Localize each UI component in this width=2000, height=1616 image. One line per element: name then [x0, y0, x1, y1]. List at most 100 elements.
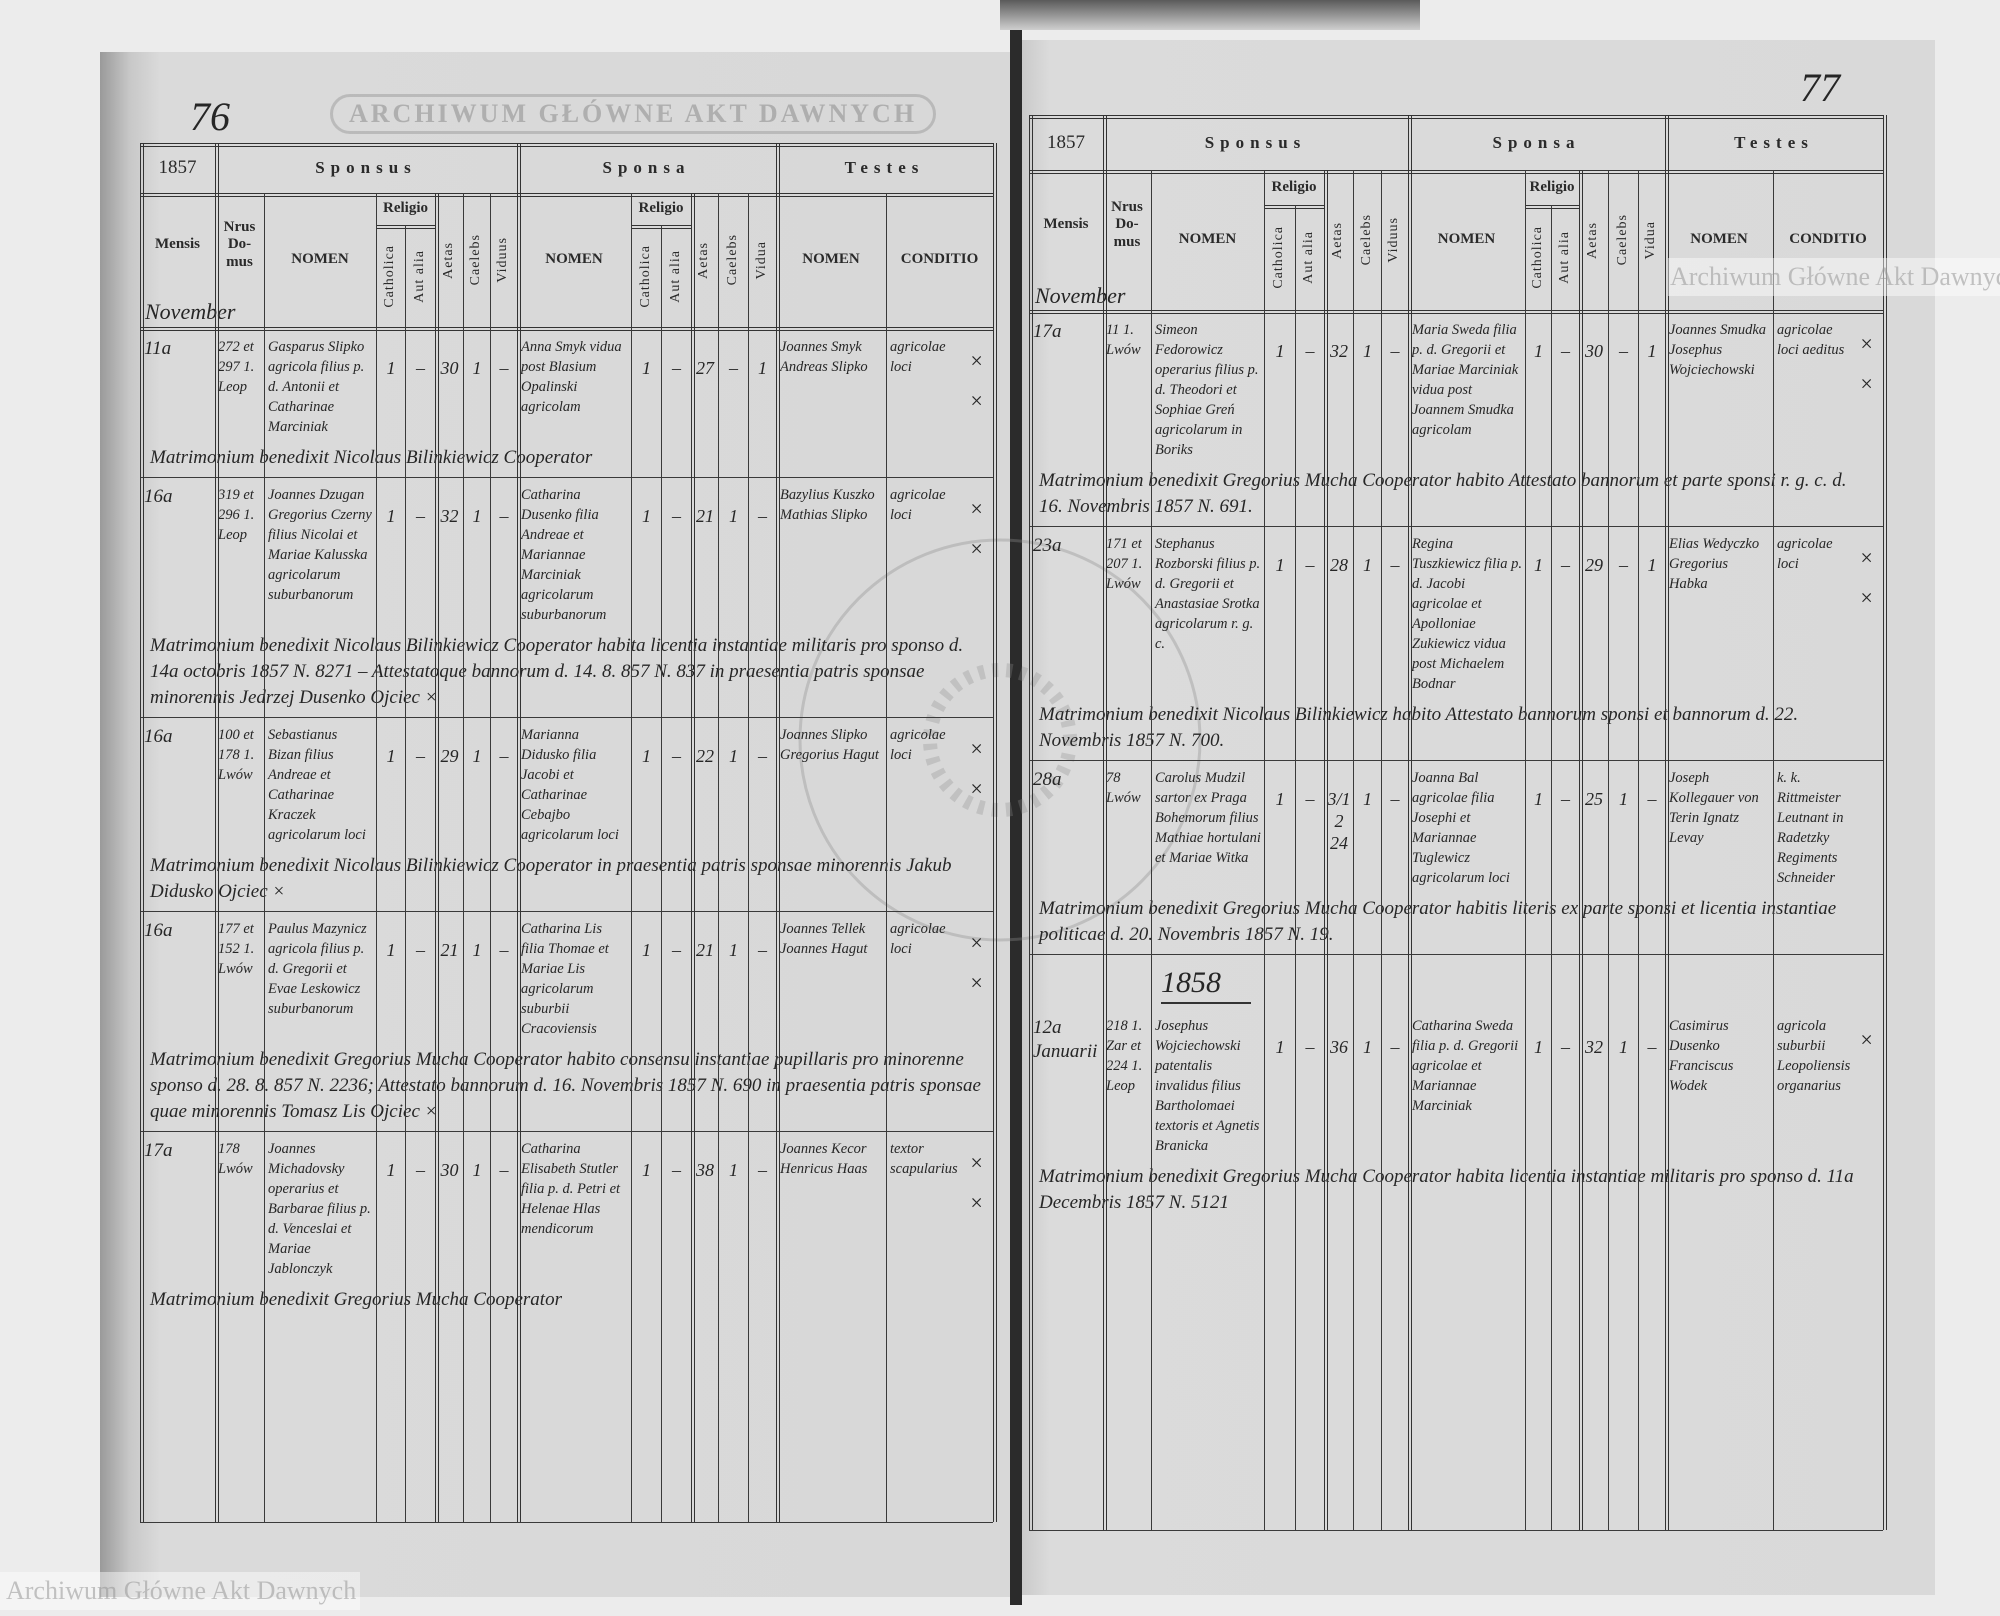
year-marker: 1858	[1161, 966, 1251, 1004]
bride-vidua: –	[1647, 789, 1657, 809]
entry-house-number: 272 et 297 1. Leop	[218, 339, 255, 395]
witness-signature-marks: × ×	[969, 1150, 984, 1215]
groom-viduus: –	[1390, 789, 1400, 809]
groom-aetas: 32	[440, 506, 459, 526]
header-sponsa-aut-alia: Aut alia	[1551, 205, 1579, 310]
bride-catholica: 1	[1534, 1037, 1543, 1057]
header-sponsus-catholica: Catholica	[1264, 205, 1295, 310]
column-rule	[215, 143, 219, 1522]
groom-aut-alia: –	[1305, 1037, 1315, 1057]
month-label: November	[145, 299, 236, 324]
column-rule	[1353, 170, 1354, 1530]
witness-signature-marks: ×	[1859, 1027, 1874, 1052]
groom-aut-alia: –	[416, 1160, 425, 1180]
column-rule	[1264, 170, 1265, 1530]
row-rule	[1029, 170, 1883, 174]
header-sponsus-text: Sponsus	[315, 158, 417, 178]
bride-aetas: 22	[696, 746, 714, 766]
witness-signature-marks: × ×	[969, 930, 984, 995]
bride-vidua: 1	[1647, 341, 1657, 361]
groom-aetas: 29	[440, 746, 459, 766]
bride-aut-alia: –	[672, 506, 681, 526]
entry-house-number: 177 et 152 1. Lwów	[218, 921, 255, 977]
conditio: agricolae loci	[1777, 536, 1833, 572]
archive-stamp-emblem	[798, 538, 1202, 942]
groom-aetas: 36	[1330, 1037, 1348, 1057]
header-sponsus-aetas-text: Aetas	[440, 241, 456, 279]
watermark-backdrop	[0, 1572, 360, 1610]
groom-aut-alia: –	[416, 358, 425, 378]
entry-house-number: 178 Lwów	[218, 1141, 253, 1177]
column-rule	[1883, 115, 1887, 1530]
groom-caelebs: 1	[1363, 341, 1372, 361]
entry-date: 16a	[144, 920, 173, 941]
row-rule	[1029, 310, 1883, 314]
column-rule	[1773, 170, 1774, 1530]
groom-aut-alia: –	[416, 506, 425, 526]
month-label: November	[1035, 283, 1126, 308]
header-sponsa-aut-alia-text: Aut alia	[1556, 231, 1572, 284]
header-sponsus-caelebs-text: Caelebs	[468, 234, 484, 286]
column-rule	[517, 143, 521, 1522]
column-rule	[1103, 115, 1107, 1530]
header-sponsus-nomen: NOMEN	[264, 193, 376, 327]
header-sponsus-aut-alia-text: Aut alia	[411, 249, 427, 303]
row-rule	[1029, 1530, 1883, 1531]
bride-catholica: 1	[1534, 555, 1543, 575]
header-sponsa-vidua-text: Vidua	[753, 240, 769, 280]
groom-name: Stephanus Rozborski filius p. d. Gregori…	[1155, 536, 1261, 652]
header-sponsa-text: Sponsa	[1492, 132, 1581, 152]
header-testes-nomen-text: NOMEN	[802, 251, 860, 268]
groom-caelebs: 1	[1363, 789, 1372, 809]
page-number-right: 77	[1800, 65, 1840, 110]
bride-name: Joanna Bal agricolae filia Josephi et Ma…	[1412, 770, 1510, 886]
header-sponsus-text: Sponsus	[1204, 132, 1307, 152]
bride-aetas: 25	[1585, 789, 1603, 809]
bride-vidua: 1	[1647, 555, 1657, 575]
row-rule	[140, 193, 993, 197]
groom-name: Sebastianus Bizan filius Andreae et Cath…	[268, 727, 366, 843]
entry-house-number: 171 et 207 1. Lwów	[1106, 536, 1143, 592]
bride-caelebs: 1	[729, 746, 738, 766]
bride-aetas: 32	[1585, 1037, 1603, 1057]
witness-signature-marks: × ×	[969, 736, 984, 801]
entry-house-number: 78 Lwów	[1106, 770, 1141, 806]
column-rule	[1638, 170, 1639, 1530]
row-rule	[1029, 115, 1883, 119]
groom-aetas: 28	[1330, 555, 1348, 575]
column-rule	[463, 193, 464, 1522]
groom-aut-alia: –	[1305, 789, 1315, 809]
header-sponsa-aetas-text: Aetas	[696, 241, 712, 279]
entry-note: Matrimonium benedixit Gregorius Mucha Co…	[1039, 1166, 1854, 1213]
groom-caelebs: 1	[472, 506, 482, 526]
bride-aut-alia: –	[672, 1160, 681, 1180]
column-rule	[1525, 170, 1526, 1530]
entry-date: 16a	[144, 726, 173, 747]
groom-name: Gasparus Slipko agricola filius p. d. An…	[268, 339, 365, 435]
entry-note: Matrimonium benedixit Gregorius Mucha Co…	[150, 1289, 562, 1310]
groom-aut-alia: –	[1305, 341, 1315, 361]
header-nrus-domus-text: Nrus Do- mus	[1111, 199, 1143, 250]
header-religio-text: Religio	[1271, 178, 1317, 195]
scanner-edge	[1000, 0, 1420, 30]
groom-name: Carolus Mudzil sartor ex Praga Bohemorum…	[1155, 770, 1261, 866]
bride-caelebs: –	[1619, 341, 1628, 361]
row-rule	[1264, 205, 1324, 209]
column-rule	[691, 193, 695, 1522]
header-sponsus-aetas: Aetas	[1324, 170, 1353, 310]
watermark-right: Archiwum Główne Akt Dawnych	[1670, 262, 2000, 291]
header-sponsus-catholica-text: Catholica	[1271, 226, 1287, 289]
conditio: k. k. Rittmeister Leutnant in Radetzky R…	[1777, 770, 1844, 886]
header-sponsa-aut-alia: Aut alia	[661, 225, 691, 327]
column-rule	[1029, 115, 1033, 1530]
witness-signature-marks: × ×	[969, 348, 984, 413]
bride-aetas: 21	[696, 506, 714, 526]
bride-caelebs: 1	[1619, 789, 1628, 809]
bride-vidua: –	[758, 1160, 767, 1180]
entry-date: 11a	[144, 338, 172, 359]
header-sponsus-viduus: Viduus	[1381, 170, 1408, 310]
groom-name: Josephus Wojciechowski patentalis invali…	[1155, 1018, 1260, 1154]
witness-signature-marks: × ×	[1859, 545, 1874, 610]
groom-aetas: 21	[440, 940, 459, 960]
